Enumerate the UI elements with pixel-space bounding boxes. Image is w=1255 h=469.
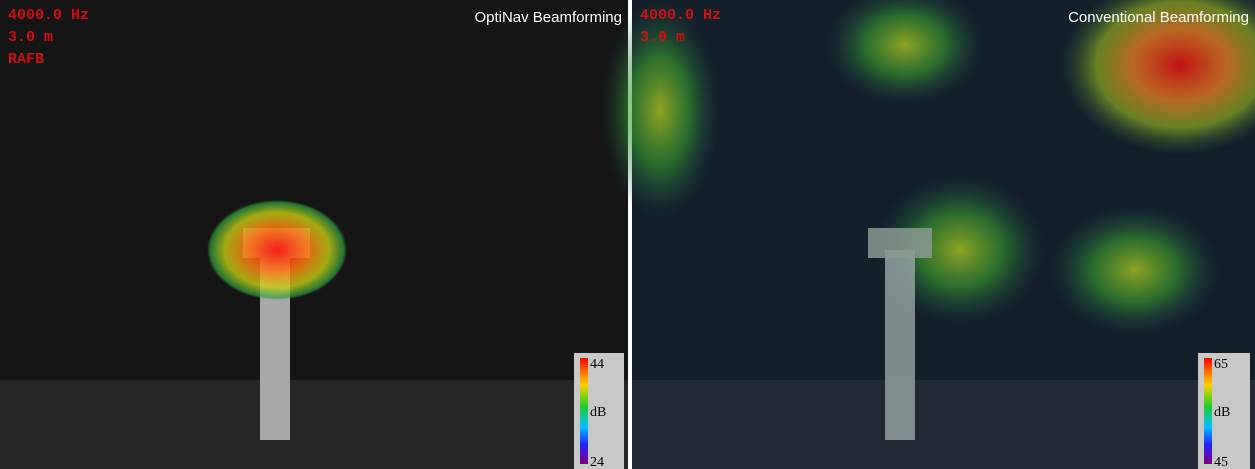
colorbar-max: 65 xyxy=(1214,357,1228,372)
right-panel xyxy=(600,0,1255,469)
overlay-text: 3.0 m xyxy=(640,29,685,46)
overlay-text: 4000.0 Hz xyxy=(8,7,89,24)
left-panel xyxy=(0,0,628,469)
panel-title: Conventional Beamforming xyxy=(1068,9,1249,26)
overlay-text: RAFB xyxy=(8,51,44,68)
overlay-text: 3.0 m xyxy=(8,29,53,46)
comparison: 4000.0 Hz 3.0 m RAFB OptiNav Beamforming 44 d… xyxy=(0,0,1255,469)
colorbar-min: 45 xyxy=(1214,455,1228,469)
colorbar-unit: dB xyxy=(1214,405,1230,420)
overlay-text: 4000.0 Hz xyxy=(640,7,721,24)
colorbar-max: 44 xyxy=(590,357,604,372)
colorbar-unit: dB xyxy=(590,405,606,420)
panel-title: OptiNav Beamforming xyxy=(474,9,622,26)
colorbar-min: 24 xyxy=(590,455,604,469)
